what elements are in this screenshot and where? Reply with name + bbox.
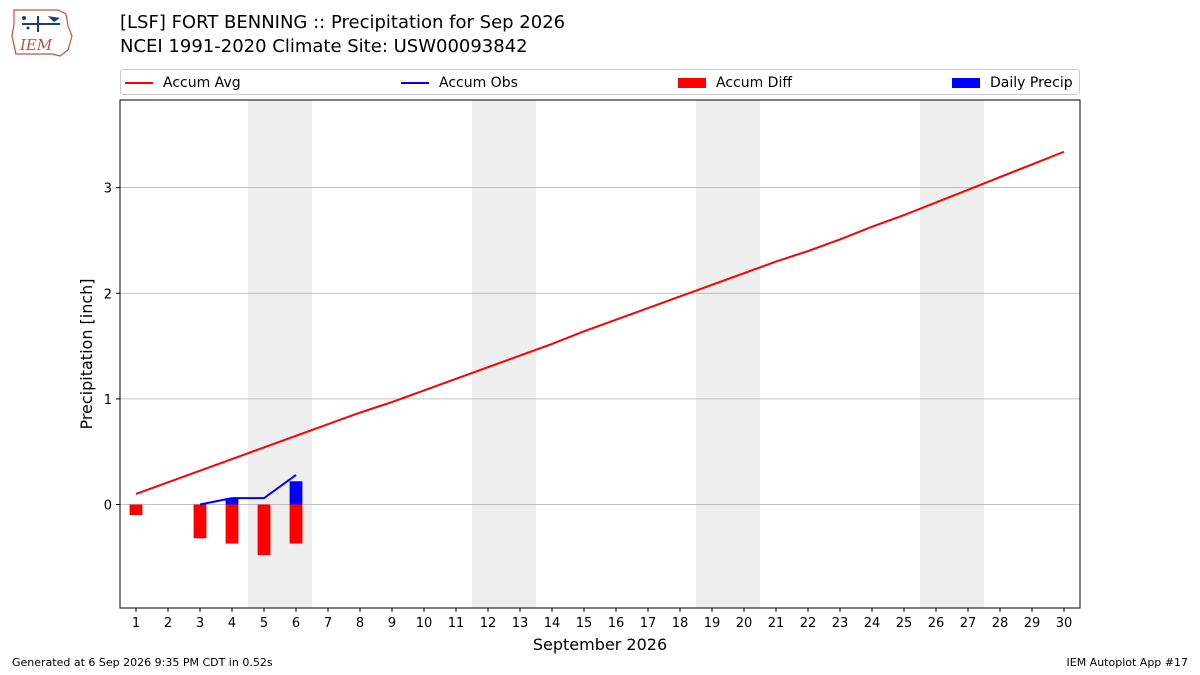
x-tick-label-25: 25 — [896, 616, 913, 631]
legend-swatch-accum-avg — [125, 82, 153, 84]
iem-logo: IEM — [11, 9, 73, 57]
legend-swatch-daily-precip — [952, 78, 980, 88]
chart-title: [LSF] FORT BENNING :: Precipitation for … — [120, 12, 566, 33]
daily-precip-bar-6 — [289, 481, 303, 505]
x-tick-label-17: 17 — [640, 616, 657, 631]
x-tick-label-7: 7 — [324, 616, 332, 631]
x-tick-label-2: 2 — [164, 616, 172, 631]
legend-item-daily-precip: Daily Precip — [952, 73, 1073, 93]
footer-app-id: IEM Autoplot App #17 — [1066, 656, 1189, 669]
x-tick-label-1: 1 — [132, 616, 140, 631]
x-tick-label-18: 18 — [672, 616, 689, 631]
y-tick-label-0: 0 — [104, 498, 112, 513]
x-tick-label-22: 22 — [800, 616, 817, 631]
accum-diff-bar-1 — [129, 504, 143, 516]
x-tick-label-24: 24 — [864, 616, 881, 631]
plot-frame — [119, 99, 1081, 609]
x-tick-label-6: 6 — [292, 616, 300, 631]
legend-label-daily-precip: Daily Precip — [990, 75, 1073, 91]
x-tick-label-14: 14 — [544, 616, 561, 631]
x-tick-label-28: 28 — [992, 616, 1009, 631]
x-tick-label-21: 21 — [768, 616, 785, 631]
x-tick-label-10: 10 — [416, 616, 433, 631]
x-tick-label-8: 8 — [356, 616, 364, 631]
legend-swatch-accum-obs — [401, 82, 429, 84]
logo-text: IEM — [19, 36, 53, 54]
x-tick-label-12: 12 — [480, 616, 497, 631]
legend-item-accum-diff: Accum Diff — [678, 73, 792, 93]
chart-subtitle: NCEI 1991-2020 Climate Site: USW00093842 — [120, 36, 528, 57]
legend-item-accum-obs: Accum Obs — [401, 73, 518, 93]
y-tick-label-3: 3 — [104, 182, 112, 197]
legend-item-accum-avg: Accum Avg — [125, 73, 241, 93]
legend-label-accum-obs: Accum Obs — [439, 75, 518, 91]
x-tick-label-5: 5 — [260, 616, 268, 631]
x-tick-label-11: 11 — [448, 616, 465, 631]
daily-precip-bar-4 — [225, 498, 239, 505]
x-tick-label-29: 29 — [1024, 616, 1041, 631]
x-tick-label-3: 3 — [196, 616, 204, 631]
x-tick-label-30: 30 — [1056, 616, 1073, 631]
legend: Accum Avg Accum Obs Accum Diff Daily Pre… — [120, 69, 1080, 95]
x-tick-label-19: 19 — [704, 616, 721, 631]
x-axis-label: September 2026 — [533, 635, 667, 654]
accum-diff-bar-4 — [225, 504, 239, 544]
x-tick-label-4: 4 — [228, 616, 236, 631]
x-tick-label-16: 16 — [608, 616, 625, 631]
accum-diff-bar-5 — [257, 504, 271, 556]
accum-obs-line — [199, 474, 297, 506]
accum-diff-bar-6 — [289, 504, 303, 544]
x-tick-label-23: 23 — [832, 616, 849, 631]
y-tick-label-1: 1 — [104, 393, 112, 408]
x-tick-label-15: 15 — [576, 616, 593, 631]
accum-avg-line — [135, 150, 1065, 495]
x-tick-label-9: 9 — [388, 616, 396, 631]
weekend-band-2 — [696, 100, 760, 608]
x-tick-label-26: 26 — [928, 616, 945, 631]
x-tick-label-27: 27 — [960, 616, 977, 631]
y-axis-label: Precipitation [inch] — [77, 278, 96, 429]
legend-label-accum-avg: Accum Avg — [163, 75, 241, 91]
legend-swatch-accum-diff — [678, 78, 706, 88]
legend-label-accum-diff: Accum Diff — [716, 75, 793, 91]
y-tick-label-2: 2 — [104, 287, 112, 302]
footer-generated: Generated at 6 Sep 2026 9:35 PM CDT in 0… — [12, 656, 273, 669]
accum-diff-bar-3 — [193, 504, 207, 539]
x-tick-label-13: 13 — [512, 616, 529, 631]
x-tick-label-20: 20 — [736, 616, 753, 631]
weekend-band-3 — [920, 100, 984, 608]
